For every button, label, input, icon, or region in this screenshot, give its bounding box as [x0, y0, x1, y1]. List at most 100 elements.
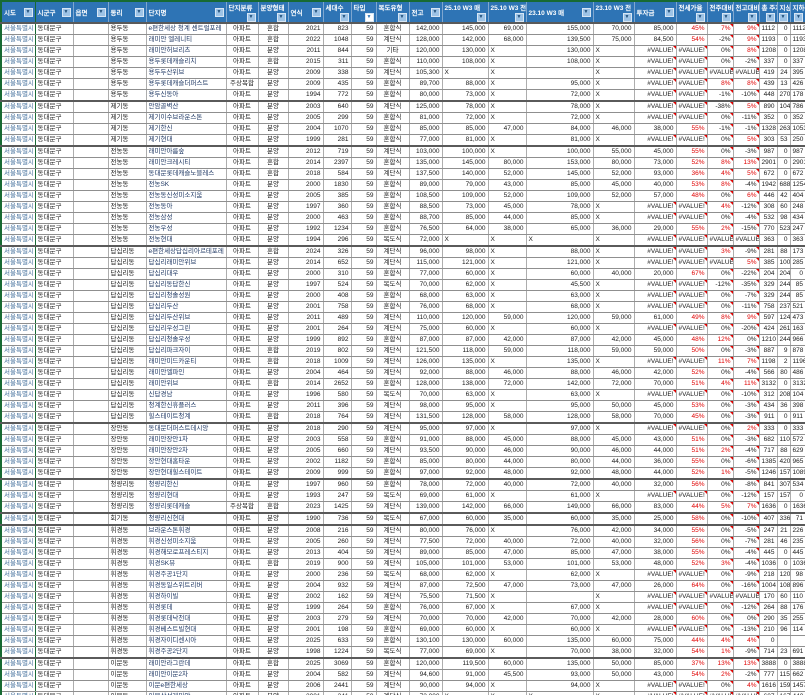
- district-cell[interactable]: 동대문구: [35, 591, 74, 603]
- cell[interactable]: 140,000: [442, 168, 489, 180]
- complex-name-cell[interactable]: 전농동아: [146, 201, 227, 213]
- cell[interactable]: -7%: [733, 290, 760, 302]
- cell[interactable]: 0: [777, 168, 791, 180]
- cell[interactable]: 263: [777, 123, 791, 135]
- column-header-11[interactable]: 복도유형 ▼: [376, 1, 410, 23]
- cell[interactable]: 아파트: [226, 558, 259, 570]
- cell[interactable]: 55%: [676, 547, 708, 559]
- filter-dropdown-icon[interactable]: ▼: [397, 13, 407, 22]
- cell[interactable]: [73, 490, 109, 502]
- district-cell[interactable]: 동대문구: [35, 501, 74, 514]
- cell[interactable]: 아파트: [226, 669, 259, 681]
- cell[interactable]: 2000: [288, 179, 324, 191]
- cell[interactable]: 965: [790, 456, 805, 468]
- cell[interactable]: X: [593, 569, 635, 581]
- cell[interactable]: 120,000: [409, 657, 443, 670]
- sido-cell[interactable]: 서울특별시: [1, 34, 36, 46]
- cell[interactable]: 9%: [733, 34, 760, 46]
- cell[interactable]: 55,000: [593, 145, 635, 158]
- cell[interactable]: 892: [323, 334, 352, 346]
- complex-name-cell[interactable]: 용두두산위브: [146, 67, 227, 79]
- filter-dropdown-icon[interactable]: ▼: [339, 13, 349, 22]
- sido-cell[interactable]: 서울특별시: [1, 356, 36, 368]
- dong-cell[interactable]: 휘경동: [108, 547, 147, 559]
- cell[interactable]: 23: [777, 646, 791, 659]
- cell[interactable]: 446: [759, 190, 778, 202]
- cell[interactable]: 426: [790, 78, 805, 90]
- dong-cell[interactable]: 휘경동: [108, 536, 147, 548]
- cell[interactable]: 226: [790, 524, 805, 537]
- cell[interactable]: 120,000: [442, 312, 489, 324]
- cell[interactable]: 분양: [258, 212, 289, 224]
- cell[interactable]: 38,000: [593, 646, 635, 659]
- cell[interactable]: 8%: [707, 179, 734, 191]
- cell[interactable]: 0%: [707, 389, 734, 401]
- cell[interactable]: 59: [351, 89, 377, 102]
- cell[interactable]: X: [593, 245, 635, 258]
- cell[interactable]: 61,000: [634, 312, 677, 324]
- cell[interactable]: 960: [323, 478, 352, 491]
- column-header-5[interactable]: 단지명 ▼: [146, 1, 227, 23]
- cell[interactable]: X: [488, 400, 527, 412]
- cell[interactable]: 108,000: [526, 56, 594, 68]
- cell[interactable]: 3%: [707, 245, 734, 258]
- cell[interactable]: [73, 157, 109, 169]
- cell[interactable]: 52%: [676, 157, 708, 169]
- district-cell[interactable]: 동대문구: [35, 378, 74, 390]
- cell[interactable]: 분양: [258, 591, 289, 603]
- cell[interactable]: 142,000: [442, 501, 489, 514]
- cell[interactable]: [73, 334, 109, 346]
- cell[interactable]: 597: [759, 312, 778, 324]
- cell[interactable]: 88,000: [526, 245, 594, 258]
- error-cell[interactable]: #VALUE!: [634, 78, 677, 90]
- district-cell[interactable]: 동대문구: [35, 367, 74, 379]
- error-cell[interactable]: #VALUE!: [676, 56, 708, 68]
- cell[interactable]: 계단식: [376, 356, 410, 368]
- cell[interactable]: 1997: [288, 279, 324, 291]
- cell[interactable]: 60,000: [442, 323, 489, 335]
- error-cell[interactable]: #VALUE!: [676, 422, 708, 435]
- cell[interactable]: 629: [790, 445, 805, 457]
- cell[interactable]: 72,500: [442, 580, 489, 592]
- complex-name-cell[interactable]: 전농삼성: [146, 212, 227, 224]
- cell[interactable]: 1112: [790, 22, 805, 35]
- cell[interactable]: 분양: [258, 635, 289, 647]
- cell[interactable]: 58,000: [488, 411, 527, 424]
- cell[interactable]: X: [593, 45, 635, 57]
- cell[interactable]: 아파트: [226, 234, 259, 247]
- cell[interactable]: 40,000: [634, 179, 677, 191]
- error-cell[interactable]: #VALUE!: [634, 490, 677, 502]
- cell[interactable]: -13%: [733, 624, 760, 636]
- cell[interactable]: X: [488, 67, 527, 79]
- cell[interactable]: 1%: [707, 646, 734, 659]
- cell[interactable]: 혼합식: [376, 602, 410, 614]
- error-cell[interactable]: #VALUE!: [676, 624, 708, 636]
- cell[interactable]: 59: [351, 345, 377, 357]
- cell[interactable]: 580: [323, 389, 352, 401]
- cell[interactable]: 62,000: [442, 569, 489, 581]
- cell[interactable]: 0%: [707, 145, 734, 158]
- cell[interactable]: 59: [351, 613, 377, 625]
- cell[interactable]: 85,000: [409, 456, 443, 468]
- error-cell[interactable]: #VALUE!: [634, 422, 677, 435]
- sido-cell[interactable]: 서울특별시: [1, 123, 36, 135]
- cell[interactable]: 혼합식: [376, 467, 410, 480]
- cell[interactable]: 2005: [288, 190, 324, 202]
- sido-cell[interactable]: 서울특별시: [1, 323, 36, 335]
- dong-cell[interactable]: 답십리동: [108, 356, 147, 368]
- cell[interactable]: 28,000: [634, 613, 677, 625]
- cell[interactable]: 복도식: [376, 279, 410, 291]
- cell[interactable]: 혼합: [258, 657, 289, 670]
- district-cell[interactable]: 동대문구: [35, 123, 74, 135]
- cell[interactable]: 691: [790, 646, 805, 659]
- cell[interactable]: 분양: [258, 100, 289, 113]
- sido-cell[interactable]: 서울특별시: [1, 434, 36, 446]
- cell[interactable]: 281: [759, 245, 778, 258]
- cell[interactable]: 분양: [258, 134, 289, 147]
- cell[interactable]: 2005: [288, 112, 324, 124]
- district-cell[interactable]: 동대문구: [35, 422, 74, 435]
- cell[interactable]: X: [593, 56, 635, 68]
- cell[interactable]: 80,000: [409, 89, 443, 102]
- column-header-10[interactable]: 타입 ▼: [351, 1, 377, 23]
- dong-cell[interactable]: 답십리동: [108, 378, 147, 390]
